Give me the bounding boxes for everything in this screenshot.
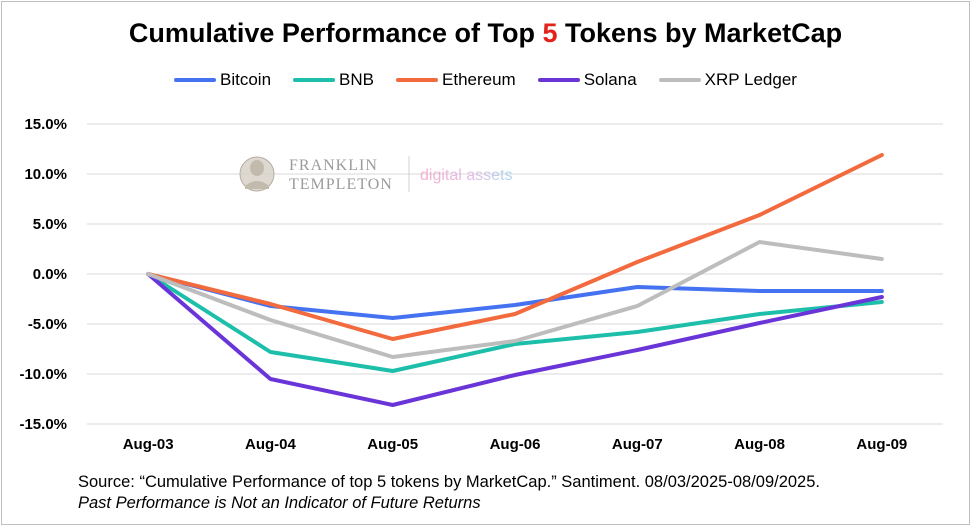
ben-franklin-portrait-icon	[239, 156, 275, 192]
title-text-start: Cumulative Performance of Top	[128, 18, 543, 48]
legend-swatch	[174, 78, 217, 82]
legend-label: Solana	[583, 70, 637, 89]
y-tick-label: 10.0%	[24, 166, 67, 183]
x-tick-label: Aug-04	[245, 436, 296, 453]
legend-swatch	[396, 78, 439, 82]
legend-label: XRP Ledger	[704, 70, 797, 89]
watermark-franklin: FRANKLIN	[289, 157, 378, 174]
legend-item-xrp-ledger: XRP Ledger	[658, 70, 797, 90]
series-lines	[146, 153, 884, 407]
legend-swatch	[658, 78, 701, 82]
watermark-templeton: TEMPLETON	[289, 176, 393, 193]
source-text: Source: “Cumulative Performance of top 5…	[78, 473, 820, 491]
legend-swatch	[293, 78, 336, 82]
x-tick-label: Aug-03	[123, 436, 174, 453]
title-text-end: Tokens by MarketCap	[557, 18, 843, 48]
series-line-bnb	[146, 272, 884, 373]
legend-item-solana: Solana	[537, 70, 637, 90]
disclaimer-text: Past Performance is Not an Indicator of …	[78, 494, 481, 512]
legend-item-bnb: BNB	[293, 70, 374, 90]
y-axis-ticks: 15.0% 10.0% 5.0% 0.0% -5.0% -10.0% -15.0%	[19, 116, 67, 433]
watermark-digital-assets: digital assets	[420, 167, 513, 184]
y-tick-label: -15.0%	[19, 416, 67, 433]
x-tick-label: Aug-07	[612, 436, 663, 453]
y-tick-label: 5.0%	[33, 216, 67, 233]
legend: Bitcoin BNB Ethereum Solana XRP Ledger	[0, 70, 971, 90]
legend-label: BNB	[339, 70, 375, 89]
y-tick-label: 0.0%	[33, 266, 67, 283]
legend-swatch	[537, 78, 580, 82]
x-tick-label: Aug-06	[490, 436, 541, 453]
legend-item-ethereum: Ethereum	[396, 70, 516, 90]
series-line-ethereum	[146, 153, 884, 341]
legend-label: Ethereum	[442, 70, 516, 89]
legend-label: Bitcoin	[220, 70, 272, 89]
series-line-solana	[146, 272, 884, 407]
series-line-xrp-ledger	[146, 240, 884, 359]
y-tick-label: -10.0%	[19, 366, 67, 383]
x-axis-ticks: Aug-03 Aug-04 Aug-05 Aug-06 Aug-07 Aug-08 Aug-…	[123, 436, 908, 453]
legend-item-bitcoin: Bitcoin	[174, 70, 271, 90]
watermark: FRANKLIN TEMPLETON digital assets	[239, 156, 513, 193]
y-tick-label: -5.0%	[28, 316, 67, 333]
x-tick-label: Aug-05	[367, 436, 418, 453]
y-tick-label: 15.0%	[24, 116, 67, 133]
x-tick-label: Aug-08	[734, 436, 785, 453]
x-tick-label: Aug-09	[856, 436, 907, 453]
chart-title: Cumulative Performance of Top 5 Tokens b…	[0, 18, 971, 49]
source-note: Source: “Cumulative Performance of top 5…	[78, 472, 820, 514]
gridlines	[87, 123, 943, 425]
title-highlight-number: 5	[542, 18, 558, 48]
